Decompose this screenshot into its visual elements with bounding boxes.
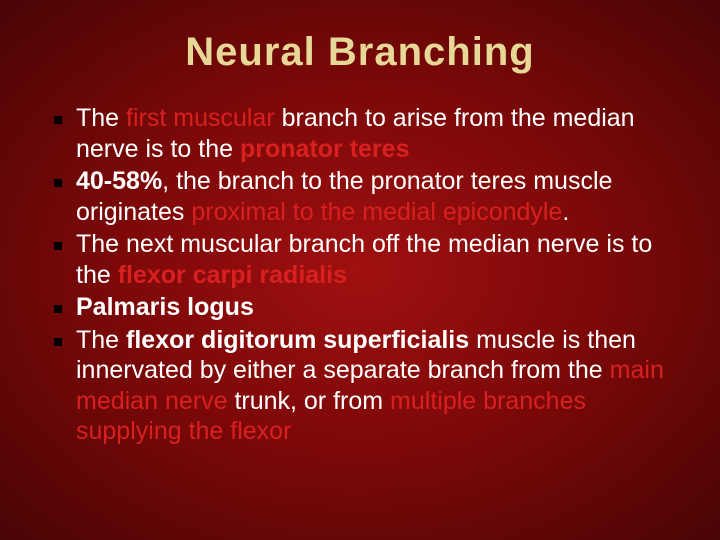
text-run: The bbox=[76, 104, 126, 132]
text-run: flexor carpi radialis bbox=[118, 261, 347, 289]
list-item: The flexor digitorum superficialis muscl… bbox=[48, 325, 672, 447]
text-run: . bbox=[562, 198, 569, 226]
list-item: Palmaris logus bbox=[48, 292, 672, 323]
list-item: The first muscular branch to arise from … bbox=[48, 103, 672, 164]
bullet-list: The first muscular branch to arise from … bbox=[48, 103, 672, 447]
slide-title: Neural Branching bbox=[48, 30, 672, 75]
text-run: trunk, or from bbox=[234, 387, 390, 415]
text-run: first muscular bbox=[126, 104, 282, 132]
text-run: The bbox=[76, 326, 126, 354]
text-run: flexor digitorum superficialis bbox=[126, 326, 476, 354]
text-run: 40-58% bbox=[76, 167, 162, 195]
list-item: The next muscular branch off the median … bbox=[48, 229, 672, 290]
text-run: pronator teres bbox=[240, 135, 409, 163]
text-run: Palmaris logus bbox=[76, 293, 254, 321]
text-run: proximal to the medial epicondyle bbox=[191, 198, 562, 226]
list-item: 40-58%, the branch to the pronator teres… bbox=[48, 166, 672, 227]
